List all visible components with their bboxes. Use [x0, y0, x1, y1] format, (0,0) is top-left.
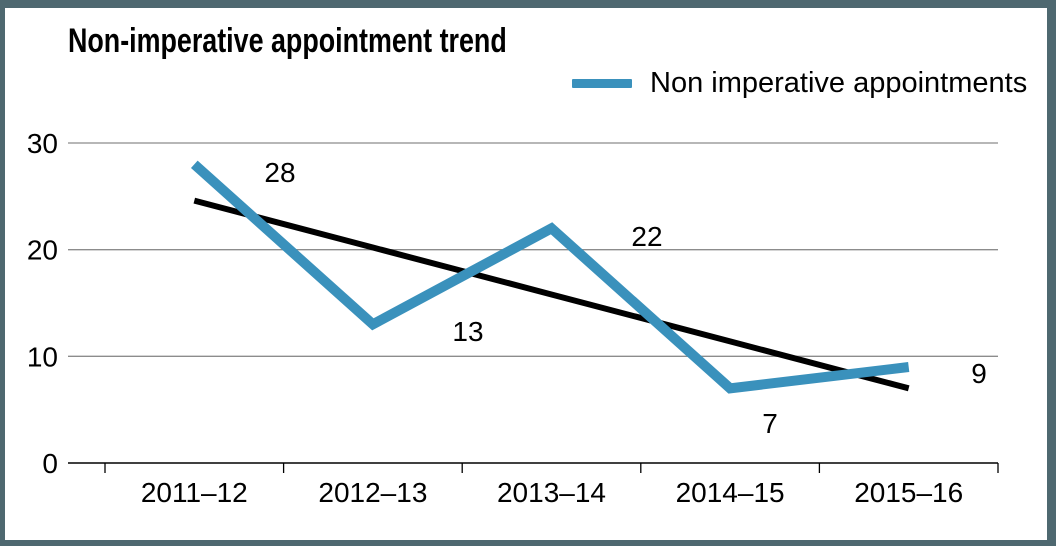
trend-line — [193, 197, 910, 392]
data-label: 9 — [971, 358, 987, 389]
y-tick-label: 20 — [27, 235, 58, 266]
y-tick-label: 10 — [27, 341, 58, 372]
legend-label: Non imperative appointments — [650, 67, 1028, 99]
x-tick-label: 2014–15 — [676, 477, 785, 508]
data-label: 22 — [631, 221, 662, 252]
chart-title: Non-imperative appointment trend — [68, 22, 507, 60]
data-label: 13 — [452, 316, 483, 347]
x-tick-label: 2012–13 — [318, 477, 427, 508]
data-label: 28 — [264, 157, 295, 188]
x-tick-label: 2011–12 — [141, 477, 248, 508]
data-series-line — [190, 160, 910, 394]
data-label: 7 — [762, 408, 778, 439]
y-tick-label: 30 — [27, 128, 58, 159]
legend-line-swatch — [572, 78, 632, 88]
x-tick-label: 2013–14 — [497, 477, 606, 508]
y-tick-label: 0 — [42, 448, 58, 479]
chart-legend: Non imperative appointments — [572, 68, 1027, 98]
x-tick-label: 2015–16 — [854, 477, 963, 508]
